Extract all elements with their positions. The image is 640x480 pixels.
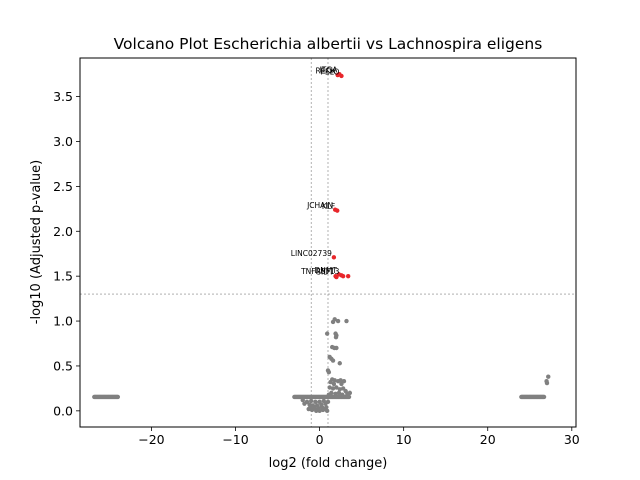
- nonsignificant-point: [324, 331, 330, 336]
- point-annotation: SIDT: [316, 268, 334, 277]
- nonsignificant-point: [546, 374, 551, 379]
- significant-point: [340, 273, 346, 279]
- nonsignificant-point: [340, 392, 345, 397]
- nonsignificant-point: [337, 361, 342, 366]
- point-annotation: PELO: [320, 67, 339, 76]
- x-tick-label: 10: [396, 432, 412, 447]
- nonsignificant-point: [332, 378, 337, 383]
- nonsignificant-point: [326, 392, 332, 397]
- nonsignificant-point: [345, 391, 350, 396]
- significant-point: [339, 73, 344, 79]
- x-tick-label: −10: [222, 432, 248, 447]
- point-annotation: JCHAIN: [306, 201, 333, 210]
- nonsignificant-point: [323, 401, 328, 406]
- nonsignificant-point: [334, 385, 339, 390]
- x-tick-label: 0: [316, 432, 324, 447]
- nonsignificant-point: [326, 370, 332, 375]
- y-tick-label: 1.0: [53, 314, 73, 329]
- significant-point: [331, 255, 337, 260]
- nonsignificant-point: [331, 381, 337, 387]
- x-tick-label: 30: [564, 432, 580, 447]
- x-tick-label: −20: [138, 432, 164, 447]
- nonsignificant-point: [302, 401, 307, 406]
- y-tick-label: 0.0: [53, 403, 73, 418]
- nonsignificant-point: [115, 394, 121, 400]
- point-annotation: ITGA: [320, 66, 339, 75]
- nonsignificant-point: [327, 385, 332, 390]
- y-tick-label: 3.5: [53, 89, 73, 104]
- significant-point: [335, 208, 340, 213]
- nonsignificant-point: [336, 390, 342, 396]
- significant-point: [335, 72, 340, 78]
- x-tick-label: 20: [480, 432, 496, 447]
- nonsignificant-point: [330, 358, 336, 363]
- point-annotation: TNFRSF13: [300, 267, 340, 276]
- nonsignificant-point: [315, 407, 321, 413]
- nonsignificant-point: [335, 318, 341, 324]
- nonsignificant-point: [339, 381, 344, 387]
- y-tick-label: 2.0: [53, 224, 73, 239]
- nonsignificant-point: [330, 319, 336, 325]
- significant-point: [345, 273, 351, 279]
- nonsignificant-point: [334, 345, 339, 351]
- y-axis-label: -log10 (Adjusted p-value): [29, 160, 44, 324]
- point-annotation: KLF: [322, 202, 335, 211]
- nonsignificant-point: [300, 397, 305, 403]
- y-tick-label: 0.5: [53, 358, 73, 373]
- chart-title: Volcano Plot Escherichia albertii vs Lac…: [114, 35, 543, 53]
- nonsignificant-point: [309, 407, 315, 413]
- point-annotation: LINC02739: [291, 249, 332, 258]
- nonsignificant-point: [544, 380, 550, 386]
- nonsignificant-point: [337, 387, 342, 392]
- nonsignificant-point: [306, 406, 311, 412]
- nonsignificant-point: [541, 394, 547, 400]
- y-tick-label: 3.0: [53, 134, 73, 149]
- point-annotation: RECK: [316, 67, 337, 76]
- nonsignificant-point: [330, 386, 336, 391]
- y-tick-label: 1.5: [53, 269, 73, 284]
- nonsignificant-point: [333, 391, 338, 396]
- nonsignificant-point: [344, 318, 349, 324]
- nonsignificant-point: [322, 406, 327, 412]
- x-axis-label: log2 (fold change): [269, 456, 388, 471]
- nonsignificant-point: [333, 335, 339, 340]
- nonsignificant-point: [308, 398, 314, 404]
- plot-frame: [79, 57, 577, 428]
- nonsignificant-point: [313, 399, 318, 405]
- point-annotation: DNMT: [314, 266, 337, 275]
- nonsignificant-point: [328, 379, 333, 385]
- y-tick-label: 2.5: [53, 179, 73, 194]
- nonsignificant-point: [338, 378, 343, 383]
- significant-point: [334, 274, 339, 280]
